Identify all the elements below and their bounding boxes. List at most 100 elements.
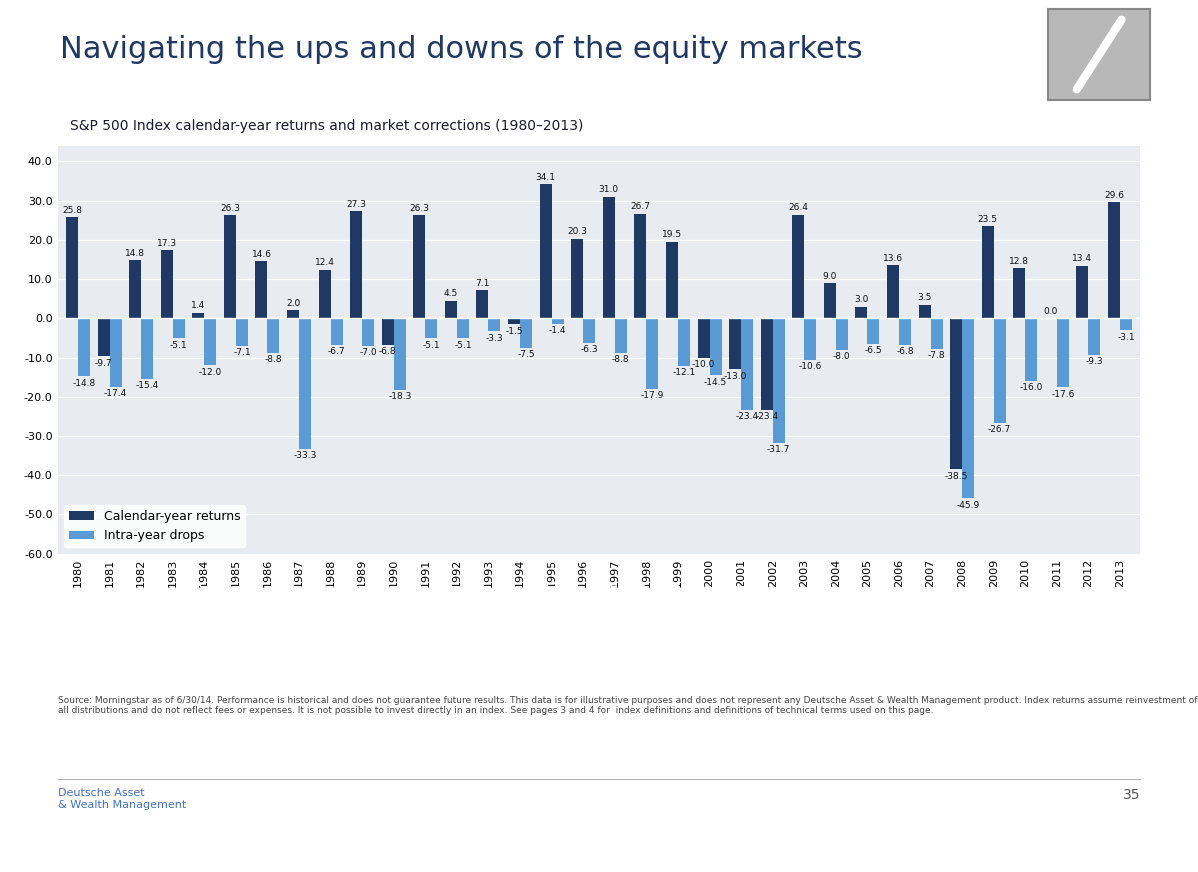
- Text: -13.0: -13.0: [724, 371, 746, 381]
- Bar: [1108, 202, 1120, 318]
- Text: -10.6: -10.6: [799, 362, 822, 371]
- Bar: [300, 318, 311, 449]
- Text: 1.4: 1.4: [192, 302, 205, 310]
- Text: -7.8: -7.8: [927, 351, 945, 360]
- Bar: [824, 283, 836, 318]
- Text: 27.3: 27.3: [346, 200, 367, 208]
- Text: -8.0: -8.0: [833, 352, 851, 361]
- Text: 17.3: 17.3: [157, 239, 177, 248]
- Text: -12.1: -12.1: [672, 368, 696, 377]
- Text: 29.6: 29.6: [1105, 191, 1124, 200]
- Text: -10.0: -10.0: [691, 360, 715, 369]
- Text: -3.1: -3.1: [1118, 333, 1135, 342]
- Text: -17.6: -17.6: [1051, 390, 1075, 399]
- Text: -23.4: -23.4: [755, 412, 779, 421]
- Text: -17.9: -17.9: [641, 391, 664, 400]
- Bar: [761, 318, 773, 410]
- Bar: [647, 318, 659, 389]
- Bar: [742, 318, 754, 410]
- Text: -6.7: -6.7: [328, 347, 345, 356]
- Text: S&P 500 Index calendar-year returns and market corrections (1980–2013): S&P 500 Index calendar-year returns and …: [71, 119, 583, 133]
- Text: -38.5: -38.5: [944, 472, 968, 480]
- Text: 26.4: 26.4: [788, 203, 809, 213]
- Text: 26.3: 26.3: [410, 204, 429, 213]
- Text: 4.5: 4.5: [443, 290, 458, 298]
- Bar: [792, 215, 804, 318]
- Bar: [804, 318, 816, 360]
- Text: Navigating the ups and downs of the equity markets: Navigating the ups and downs of the equi…: [60, 35, 863, 64]
- Text: 35: 35: [1123, 788, 1140, 802]
- Text: 34.1: 34.1: [536, 174, 556, 182]
- Text: -15.4: -15.4: [135, 381, 159, 390]
- Text: -7.1: -7.1: [234, 349, 250, 358]
- Text: -6.3: -6.3: [580, 345, 598, 354]
- Bar: [635, 214, 647, 318]
- Text: -6.5: -6.5: [865, 346, 882, 355]
- Text: -7.0: -7.0: [359, 348, 377, 358]
- Text: 0.0: 0.0: [1043, 307, 1058, 316]
- Bar: [205, 318, 217, 365]
- Bar: [981, 226, 993, 318]
- Bar: [97, 318, 109, 357]
- Bar: [993, 318, 1005, 423]
- Bar: [413, 215, 425, 318]
- Bar: [551, 318, 563, 324]
- Text: -33.3: -33.3: [294, 452, 316, 460]
- Text: -8.8: -8.8: [612, 355, 630, 364]
- Bar: [331, 318, 343, 344]
- Bar: [520, 318, 532, 348]
- Bar: [1014, 268, 1025, 318]
- Bar: [1120, 318, 1132, 330]
- Text: -17.4: -17.4: [104, 389, 127, 398]
- Bar: [583, 318, 595, 343]
- Text: 31.0: 31.0: [599, 185, 619, 194]
- Bar: [444, 301, 456, 318]
- Bar: [129, 260, 141, 318]
- Bar: [255, 261, 267, 318]
- Text: 26.3: 26.3: [220, 204, 240, 213]
- Bar: [678, 318, 690, 365]
- Bar: [867, 318, 879, 344]
- Text: -8.8: -8.8: [265, 355, 283, 364]
- Text: 7.1: 7.1: [476, 279, 490, 288]
- Bar: [709, 318, 721, 375]
- Bar: [962, 318, 974, 499]
- Bar: [319, 269, 331, 318]
- Bar: [267, 318, 279, 353]
- Text: -26.7: -26.7: [988, 426, 1011, 434]
- Text: 25.8: 25.8: [62, 206, 81, 215]
- Bar: [571, 239, 583, 318]
- Bar: [603, 197, 615, 318]
- Bar: [836, 318, 848, 350]
- Bar: [236, 318, 248, 346]
- Bar: [1025, 318, 1037, 381]
- Bar: [1089, 318, 1101, 355]
- Text: 19.5: 19.5: [661, 230, 682, 240]
- Text: -1.5: -1.5: [506, 326, 522, 336]
- Bar: [887, 265, 898, 318]
- Bar: [141, 318, 153, 378]
- Text: 3.5: 3.5: [918, 293, 932, 303]
- Bar: [456, 318, 468, 338]
- Bar: [224, 215, 236, 318]
- Bar: [288, 310, 300, 318]
- Text: 20.3: 20.3: [567, 228, 587, 236]
- Bar: [78, 318, 90, 377]
- Text: -3.3: -3.3: [485, 334, 503, 343]
- Bar: [1057, 318, 1069, 387]
- Text: -1.4: -1.4: [549, 326, 567, 335]
- Bar: [109, 318, 122, 386]
- Bar: [773, 318, 785, 443]
- Text: 13.6: 13.6: [883, 254, 903, 262]
- Text: -45.9: -45.9: [956, 501, 980, 510]
- Text: 9.0: 9.0: [823, 271, 837, 281]
- Text: -14.8: -14.8: [72, 378, 96, 388]
- Bar: [666, 242, 678, 318]
- Text: 12.8: 12.8: [1009, 256, 1029, 266]
- Text: 12.4: 12.4: [315, 258, 334, 267]
- Text: —  Intra-year drops were often substantial: — Intra-year drops were often substantia…: [155, 639, 623, 657]
- Text: -12.0: -12.0: [199, 368, 222, 377]
- Bar: [161, 250, 173, 318]
- Bar: [66, 217, 78, 318]
- Text: -7.5: -7.5: [518, 350, 534, 359]
